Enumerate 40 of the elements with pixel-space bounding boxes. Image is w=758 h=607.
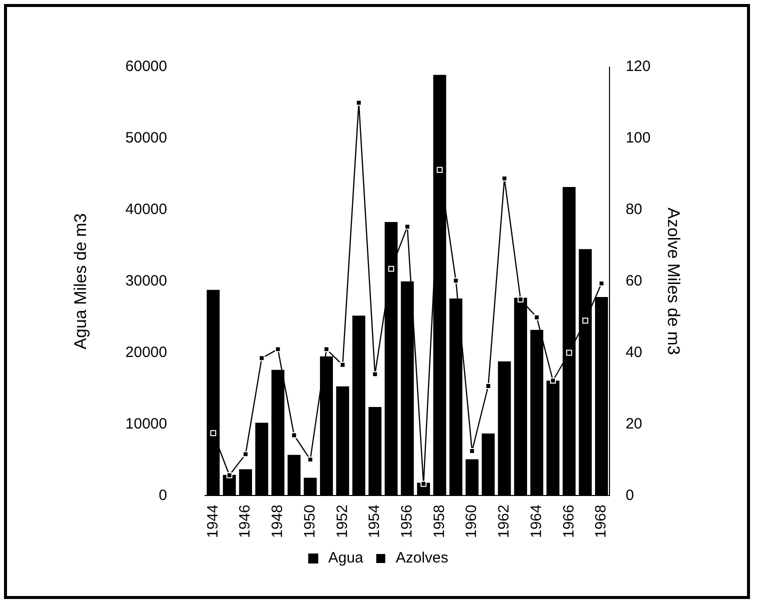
y2-tick-label: 20	[626, 415, 642, 432]
legend-label: Agua	[328, 550, 364, 567]
x-tick-label: 1964	[528, 504, 545, 538]
legend-label: Azolves	[396, 550, 448, 567]
y-tick-label: 0	[158, 486, 168, 504]
y-tick-label: 40000	[125, 201, 168, 218]
x-tick-label: 1954	[366, 504, 384, 538]
y2-tick-label: 120	[626, 58, 651, 76]
x-tick-label: 1958	[430, 504, 448, 538]
point	[388, 266, 394, 272]
point	[566, 350, 572, 356]
y-tick-label: 60000	[125, 58, 168, 76]
x-tick-label: 1952	[334, 504, 351, 538]
y2-tick-label: 60	[626, 272, 642, 290]
y-tick-label: 20000	[125, 344, 168, 361]
point	[226, 472, 232, 478]
point	[550, 378, 556, 384]
y-tick-label: 50000	[125, 130, 168, 147]
point	[582, 318, 588, 324]
y-tick-label: 10000	[125, 415, 168, 432]
x-tick-label: 1946	[236, 504, 254, 538]
x-tick-label: 1944	[204, 504, 222, 538]
point	[436, 166, 443, 173]
y2-tick-label: 40	[626, 344, 642, 361]
point	[518, 296, 524, 303]
y-axis-title: Agua Miles de m3	[70, 213, 90, 350]
x-tick-label: 1966	[560, 504, 578, 538]
x-tick-label: 1956	[398, 504, 416, 538]
x-tick-label: 1950	[301, 504, 318, 538]
x-tick-label: 1948	[269, 504, 286, 538]
y2-axis-title: Azolve Miles de m3	[664, 208, 684, 356]
y2-tick-label: 80	[626, 201, 642, 218]
x-tick-label: 1960	[463, 504, 480, 538]
y2-tick-label: 0	[626, 486, 634, 504]
point	[420, 480, 426, 487]
y2-tick-label: 100	[626, 130, 651, 147]
x-tick-label: 1962	[496, 504, 513, 538]
y-tick-label: 30000	[125, 272, 168, 290]
x-tick-label: 1968	[592, 504, 610, 538]
point	[210, 430, 216, 436]
